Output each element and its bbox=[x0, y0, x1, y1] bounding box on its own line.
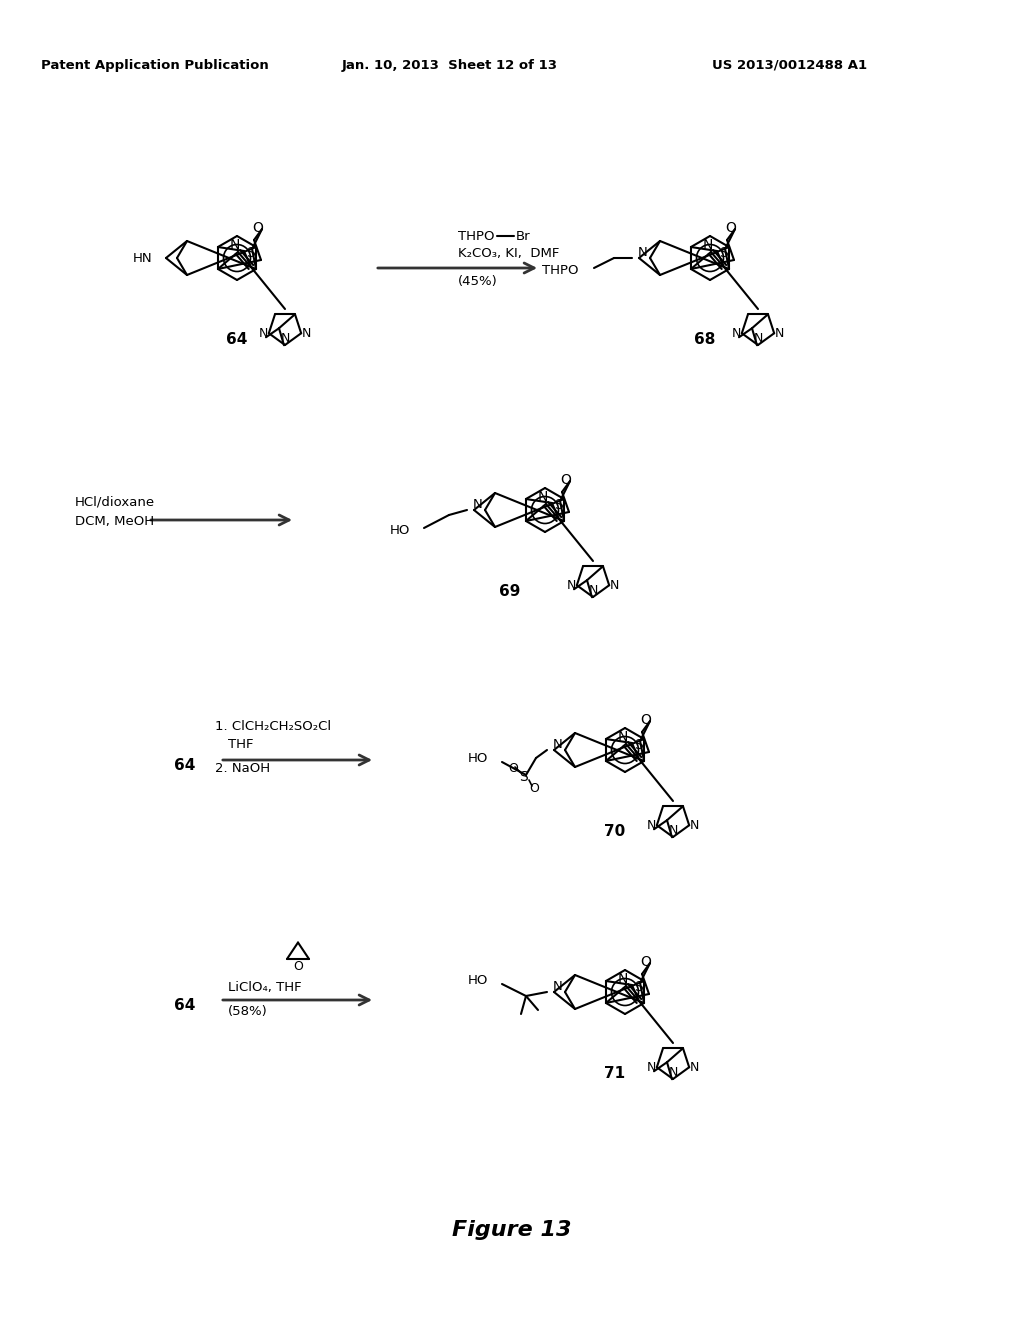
Text: N: N bbox=[669, 1065, 678, 1078]
Text: N: N bbox=[553, 738, 563, 751]
Text: Jan. 10, 2013  Sheet 12 of 13: Jan. 10, 2013 Sheet 12 of 13 bbox=[342, 58, 558, 71]
Text: N: N bbox=[567, 578, 577, 591]
Text: 64: 64 bbox=[174, 758, 196, 772]
Text: HO: HO bbox=[468, 974, 488, 987]
Text: O: O bbox=[293, 961, 303, 974]
Text: 64: 64 bbox=[226, 333, 248, 347]
Text: N: N bbox=[553, 981, 563, 994]
Text: S: S bbox=[635, 979, 643, 994]
Text: LiClO₄, THF: LiClO₄, THF bbox=[228, 982, 302, 994]
Text: S: S bbox=[720, 246, 728, 260]
Text: 69: 69 bbox=[500, 585, 520, 599]
Text: O: O bbox=[726, 222, 736, 235]
Text: 2. NaOH: 2. NaOH bbox=[215, 762, 270, 775]
Text: N: N bbox=[702, 238, 713, 252]
Text: HO: HO bbox=[468, 752, 488, 766]
Text: N: N bbox=[638, 247, 648, 260]
Text: Figure 13: Figure 13 bbox=[453, 1220, 571, 1239]
Text: N: N bbox=[609, 578, 618, 591]
Text: DCM, MeOH: DCM, MeOH bbox=[75, 516, 155, 528]
Text: O: O bbox=[641, 714, 651, 727]
Text: (45%): (45%) bbox=[458, 276, 498, 289]
Text: N: N bbox=[647, 1061, 656, 1073]
Text: US 2013/0012488 A1: US 2013/0012488 A1 bbox=[713, 58, 867, 71]
Text: O: O bbox=[253, 222, 263, 235]
Text: N: N bbox=[589, 583, 598, 597]
Text: 64: 64 bbox=[174, 998, 196, 1012]
Text: S: S bbox=[519, 770, 528, 784]
Text: N: N bbox=[473, 499, 483, 511]
Text: HCl/dioxane: HCl/dioxane bbox=[75, 495, 155, 508]
Text: K₂CO₃, KI,  DMF: K₂CO₃, KI, DMF bbox=[458, 247, 559, 260]
Text: S: S bbox=[555, 498, 563, 512]
Text: 1. ClCH₂CH₂SO₂Cl: 1. ClCH₂CH₂SO₂Cl bbox=[215, 721, 331, 734]
Text: N: N bbox=[647, 818, 656, 832]
Text: S: S bbox=[247, 246, 255, 260]
Text: N: N bbox=[281, 331, 290, 345]
Text: N: N bbox=[259, 327, 268, 339]
Text: N: N bbox=[689, 818, 698, 832]
Text: N: N bbox=[301, 327, 311, 339]
Text: (58%): (58%) bbox=[228, 1006, 267, 1019]
Text: Br: Br bbox=[516, 230, 530, 243]
Text: N: N bbox=[689, 1061, 698, 1073]
Text: THPO: THPO bbox=[543, 264, 579, 276]
Text: O: O bbox=[641, 956, 651, 969]
Text: O: O bbox=[560, 474, 571, 487]
Text: 71: 71 bbox=[604, 1067, 626, 1081]
Text: S: S bbox=[635, 738, 643, 752]
Text: THPO: THPO bbox=[458, 230, 495, 243]
Text: N: N bbox=[229, 238, 241, 252]
Text: N: N bbox=[617, 730, 628, 744]
Text: 68: 68 bbox=[694, 333, 716, 347]
Text: O: O bbox=[529, 781, 539, 795]
Text: Patent Application Publication: Patent Application Publication bbox=[41, 58, 269, 71]
Text: N: N bbox=[754, 331, 763, 345]
Text: N: N bbox=[732, 327, 741, 339]
Text: N: N bbox=[669, 824, 678, 837]
Text: 70: 70 bbox=[604, 825, 626, 840]
Text: O: O bbox=[508, 762, 518, 775]
Text: HO: HO bbox=[389, 524, 410, 536]
Text: HN: HN bbox=[132, 252, 152, 264]
Text: N: N bbox=[617, 972, 628, 986]
Text: N: N bbox=[774, 327, 783, 339]
Text: N: N bbox=[538, 490, 548, 504]
Text: THF: THF bbox=[228, 738, 254, 751]
